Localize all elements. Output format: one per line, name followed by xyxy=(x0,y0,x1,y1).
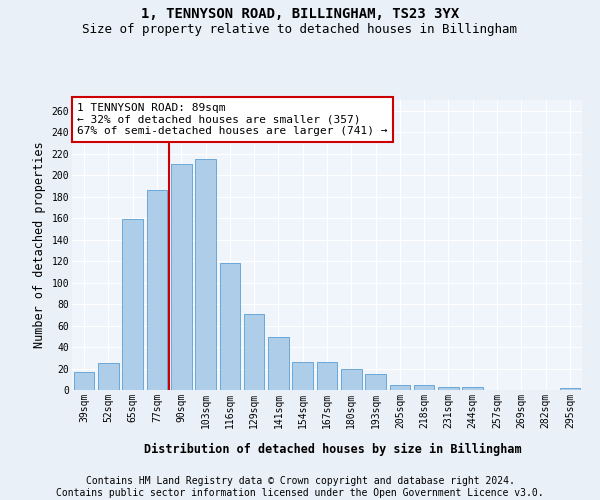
Bar xyxy=(171,164,191,390)
Bar xyxy=(365,374,386,390)
Text: Distribution of detached houses by size in Billingham: Distribution of detached houses by size … xyxy=(144,442,522,456)
Bar xyxy=(317,362,337,390)
Bar xyxy=(98,363,119,390)
Y-axis label: Number of detached properties: Number of detached properties xyxy=(33,142,46,348)
Bar xyxy=(438,387,459,390)
Bar xyxy=(292,362,313,390)
Bar xyxy=(414,384,434,390)
Bar xyxy=(389,384,410,390)
Bar xyxy=(122,219,143,390)
Bar xyxy=(244,314,265,390)
Bar xyxy=(220,264,240,390)
Text: 1 TENNYSON ROAD: 89sqm
← 32% of detached houses are smaller (357)
67% of semi-de: 1 TENNYSON ROAD: 89sqm ← 32% of detached… xyxy=(77,103,388,136)
Bar xyxy=(195,159,216,390)
Bar xyxy=(341,368,362,390)
Bar xyxy=(560,388,580,390)
Text: Contains HM Land Registry data © Crown copyright and database right 2024.: Contains HM Land Registry data © Crown c… xyxy=(86,476,514,486)
Bar xyxy=(74,372,94,390)
Bar xyxy=(463,387,483,390)
Text: 1, TENNYSON ROAD, BILLINGHAM, TS23 3YX: 1, TENNYSON ROAD, BILLINGHAM, TS23 3YX xyxy=(141,8,459,22)
Text: Size of property relative to detached houses in Billingham: Size of property relative to detached ho… xyxy=(83,22,517,36)
Bar xyxy=(146,190,167,390)
Bar xyxy=(268,338,289,390)
Text: Contains public sector information licensed under the Open Government Licence v3: Contains public sector information licen… xyxy=(56,488,544,498)
